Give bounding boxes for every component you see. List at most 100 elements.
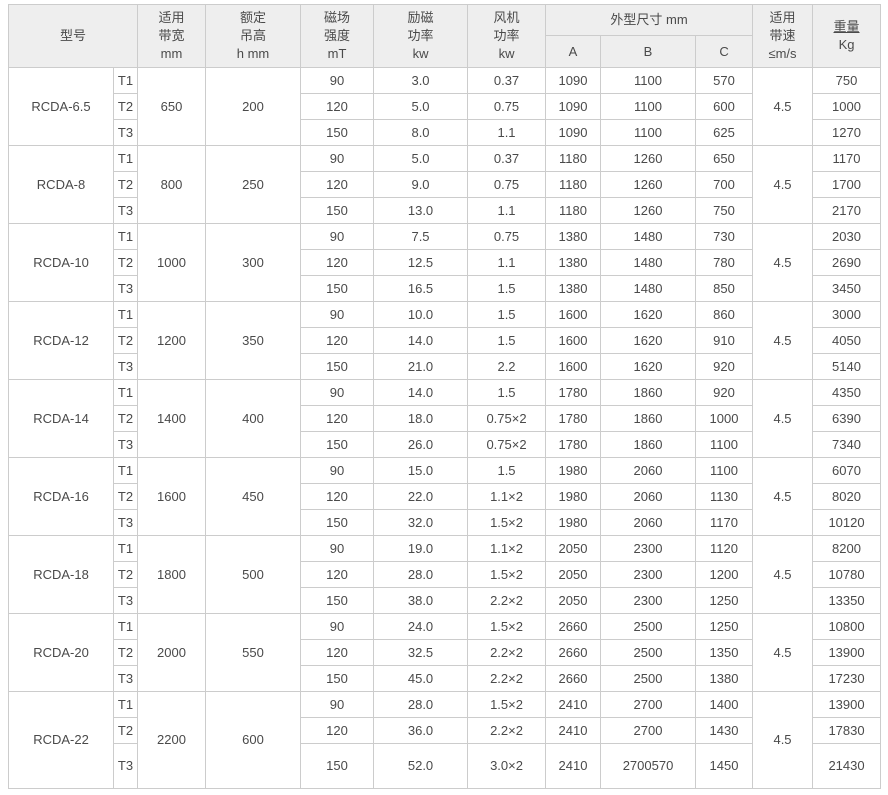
cell-excitation-power: 28.0 xyxy=(373,561,469,588)
cell-fan-power: 1.1 xyxy=(467,197,547,224)
spec-table-body: RCDA-6.5 T1 650 200 90 3.0 0.37 1090 1100 570 4.5 7… xyxy=(8,67,882,789)
cell-fan-power: 1.1×2 xyxy=(467,483,547,510)
cell-excitation-power: 10.0 xyxy=(373,301,469,328)
cell-excitation-power: 18.0 xyxy=(373,405,469,432)
cell-dim-a: 2660 xyxy=(545,613,602,640)
cell-field-strength: 120 xyxy=(300,483,375,510)
cell-weight: 10780 xyxy=(812,561,882,588)
cell-fan-power: 1.1 xyxy=(467,119,547,146)
cell-fan-power: 2.2×2 xyxy=(467,665,547,692)
cell-bandwidth: 650 xyxy=(137,67,207,146)
cell-belt-speed: 4.5 xyxy=(752,145,814,224)
cell-tier: T3 xyxy=(112,119,139,146)
cell-excitation-power: 28.0 xyxy=(373,691,469,718)
cell-excitation-power: 21.0 xyxy=(373,353,469,380)
header-weight: 重量 Kg xyxy=(812,4,882,68)
cell-excitation-power: 45.0 xyxy=(373,665,469,692)
cell-field-strength: 120 xyxy=(300,171,375,198)
cell-field-strength: 150 xyxy=(300,197,375,224)
cell-weight: 17830 xyxy=(812,717,882,744)
table-row: RCDA-8 T1 800 250 90 5.0 0.37 1180 1260 650 4.5 117… xyxy=(8,145,882,224)
table-row: T2 120 32.5 2.2×2 2660 2500 1350 13900 xyxy=(9,639,882,666)
header-fan-power: 风机 功率 kw xyxy=(467,4,547,68)
cell-dim-c: 1130 xyxy=(695,483,754,510)
cell-excitation-power: 15.0 xyxy=(373,457,469,484)
cell-weight: 2170 xyxy=(812,197,882,224)
cell-excitation-power: 9.0 xyxy=(373,171,469,198)
cell-dim-b: 1860 xyxy=(600,431,697,458)
cell-dim-b: 2300 xyxy=(600,535,697,562)
cell-dim-b: 1480 xyxy=(600,275,697,302)
cell-tier: T1 xyxy=(112,379,139,406)
cell-dim-a: 2410 xyxy=(545,691,602,718)
header-weight-title: 重量 xyxy=(833,19,860,34)
cell-dim-a: 1780 xyxy=(545,379,602,406)
cell-dim-a: 1600 xyxy=(545,327,602,354)
cell-excitation-power: 52.0 xyxy=(373,743,469,789)
cell-dim-c: 1000 xyxy=(695,405,754,432)
cell-fan-power: 2.2 xyxy=(467,353,547,380)
cell-field-strength: 90 xyxy=(300,67,375,94)
cell-field-strength: 120 xyxy=(300,249,375,276)
cell-dim-b: 2500 xyxy=(600,665,697,692)
cell-field-strength: 150 xyxy=(300,665,375,692)
cell-fan-power: 1.5 xyxy=(467,275,547,302)
header-belt-speed-unit: ≤m/s xyxy=(768,46,797,61)
table-row: T2 120 22.0 1.1×2 1980 2060 1130 8020 xyxy=(9,483,882,510)
header-hang-height-line1: 额定 xyxy=(240,10,267,25)
cell-dim-b: 2060 xyxy=(600,509,697,536)
header-excitation-power-line2: 功率 xyxy=(407,28,434,43)
cell-hang-height: 300 xyxy=(205,223,302,302)
cell-fan-power: 2.2×2 xyxy=(467,717,547,744)
cell-hang-height: 600 xyxy=(205,691,302,789)
cell-fan-power: 1.5×2 xyxy=(467,613,547,640)
cell-dim-a: 1980 xyxy=(545,457,602,484)
cell-weight: 13350 xyxy=(812,587,882,614)
cell-tier: T3 xyxy=(112,275,139,302)
cell-dim-c: 780 xyxy=(695,249,754,276)
cell-field-strength: 150 xyxy=(300,743,375,789)
cell-excitation-power: 26.0 xyxy=(373,431,469,458)
cell-fan-power: 1.5×2 xyxy=(467,509,547,536)
table-row: T3 150 13.0 1.1 1180 1260 750 2170 xyxy=(9,197,882,224)
cell-weight: 10120 xyxy=(812,509,882,536)
header-fan-power-unit: kw xyxy=(498,46,515,61)
cell-excitation-power: 12.5 xyxy=(373,249,469,276)
cell-tier: T3 xyxy=(112,509,139,536)
cell-fan-power: 0.75×2 xyxy=(467,431,547,458)
cell-tier: T2 xyxy=(112,327,139,354)
cell-dim-a: 1090 xyxy=(545,119,602,146)
cell-hang-height: 500 xyxy=(205,535,302,614)
cell-hang-height: 350 xyxy=(205,301,302,380)
cell-hang-height: 250 xyxy=(205,145,302,224)
cell-weight: 750 xyxy=(812,67,882,94)
cell-fan-power: 1.5 xyxy=(467,327,547,354)
cell-belt-speed: 4.5 xyxy=(752,613,814,692)
cell-dim-a: 1180 xyxy=(545,171,602,198)
cell-dim-a: 2050 xyxy=(545,561,602,588)
cell-tier: T1 xyxy=(112,67,139,94)
header-fan-power-line1: 风机 xyxy=(493,10,520,25)
cell-belt-speed: 4.5 xyxy=(752,301,814,380)
cell-model: RCDA-10 xyxy=(8,223,114,302)
cell-fan-power: 0.75 xyxy=(467,223,547,250)
cell-dim-c: 1400 xyxy=(695,691,754,718)
cell-weight: 6390 xyxy=(812,405,882,432)
cell-weight: 17230 xyxy=(812,665,882,692)
cell-field-strength: 90 xyxy=(300,379,375,406)
cell-model: RCDA-8 xyxy=(8,145,114,224)
cell-fan-power: 1.5 xyxy=(467,379,547,406)
cell-dim-a: 2050 xyxy=(545,587,602,614)
cell-tier: T1 xyxy=(112,613,139,640)
cell-dim-b: 1860 xyxy=(600,379,697,406)
cell-belt-speed: 4.5 xyxy=(752,691,814,789)
cell-field-strength: 120 xyxy=(300,93,375,120)
cell-belt-speed: 4.5 xyxy=(752,223,814,302)
cell-tier: T1 xyxy=(112,301,139,328)
header-bandwidth-line2: 带宽 xyxy=(158,28,185,43)
cell-dim-a: 1380 xyxy=(545,223,602,250)
cell-belt-speed: 4.5 xyxy=(752,457,814,536)
cell-dim-c: 1100 xyxy=(695,457,754,484)
header-fan-power-line2: 功率 xyxy=(493,28,520,43)
